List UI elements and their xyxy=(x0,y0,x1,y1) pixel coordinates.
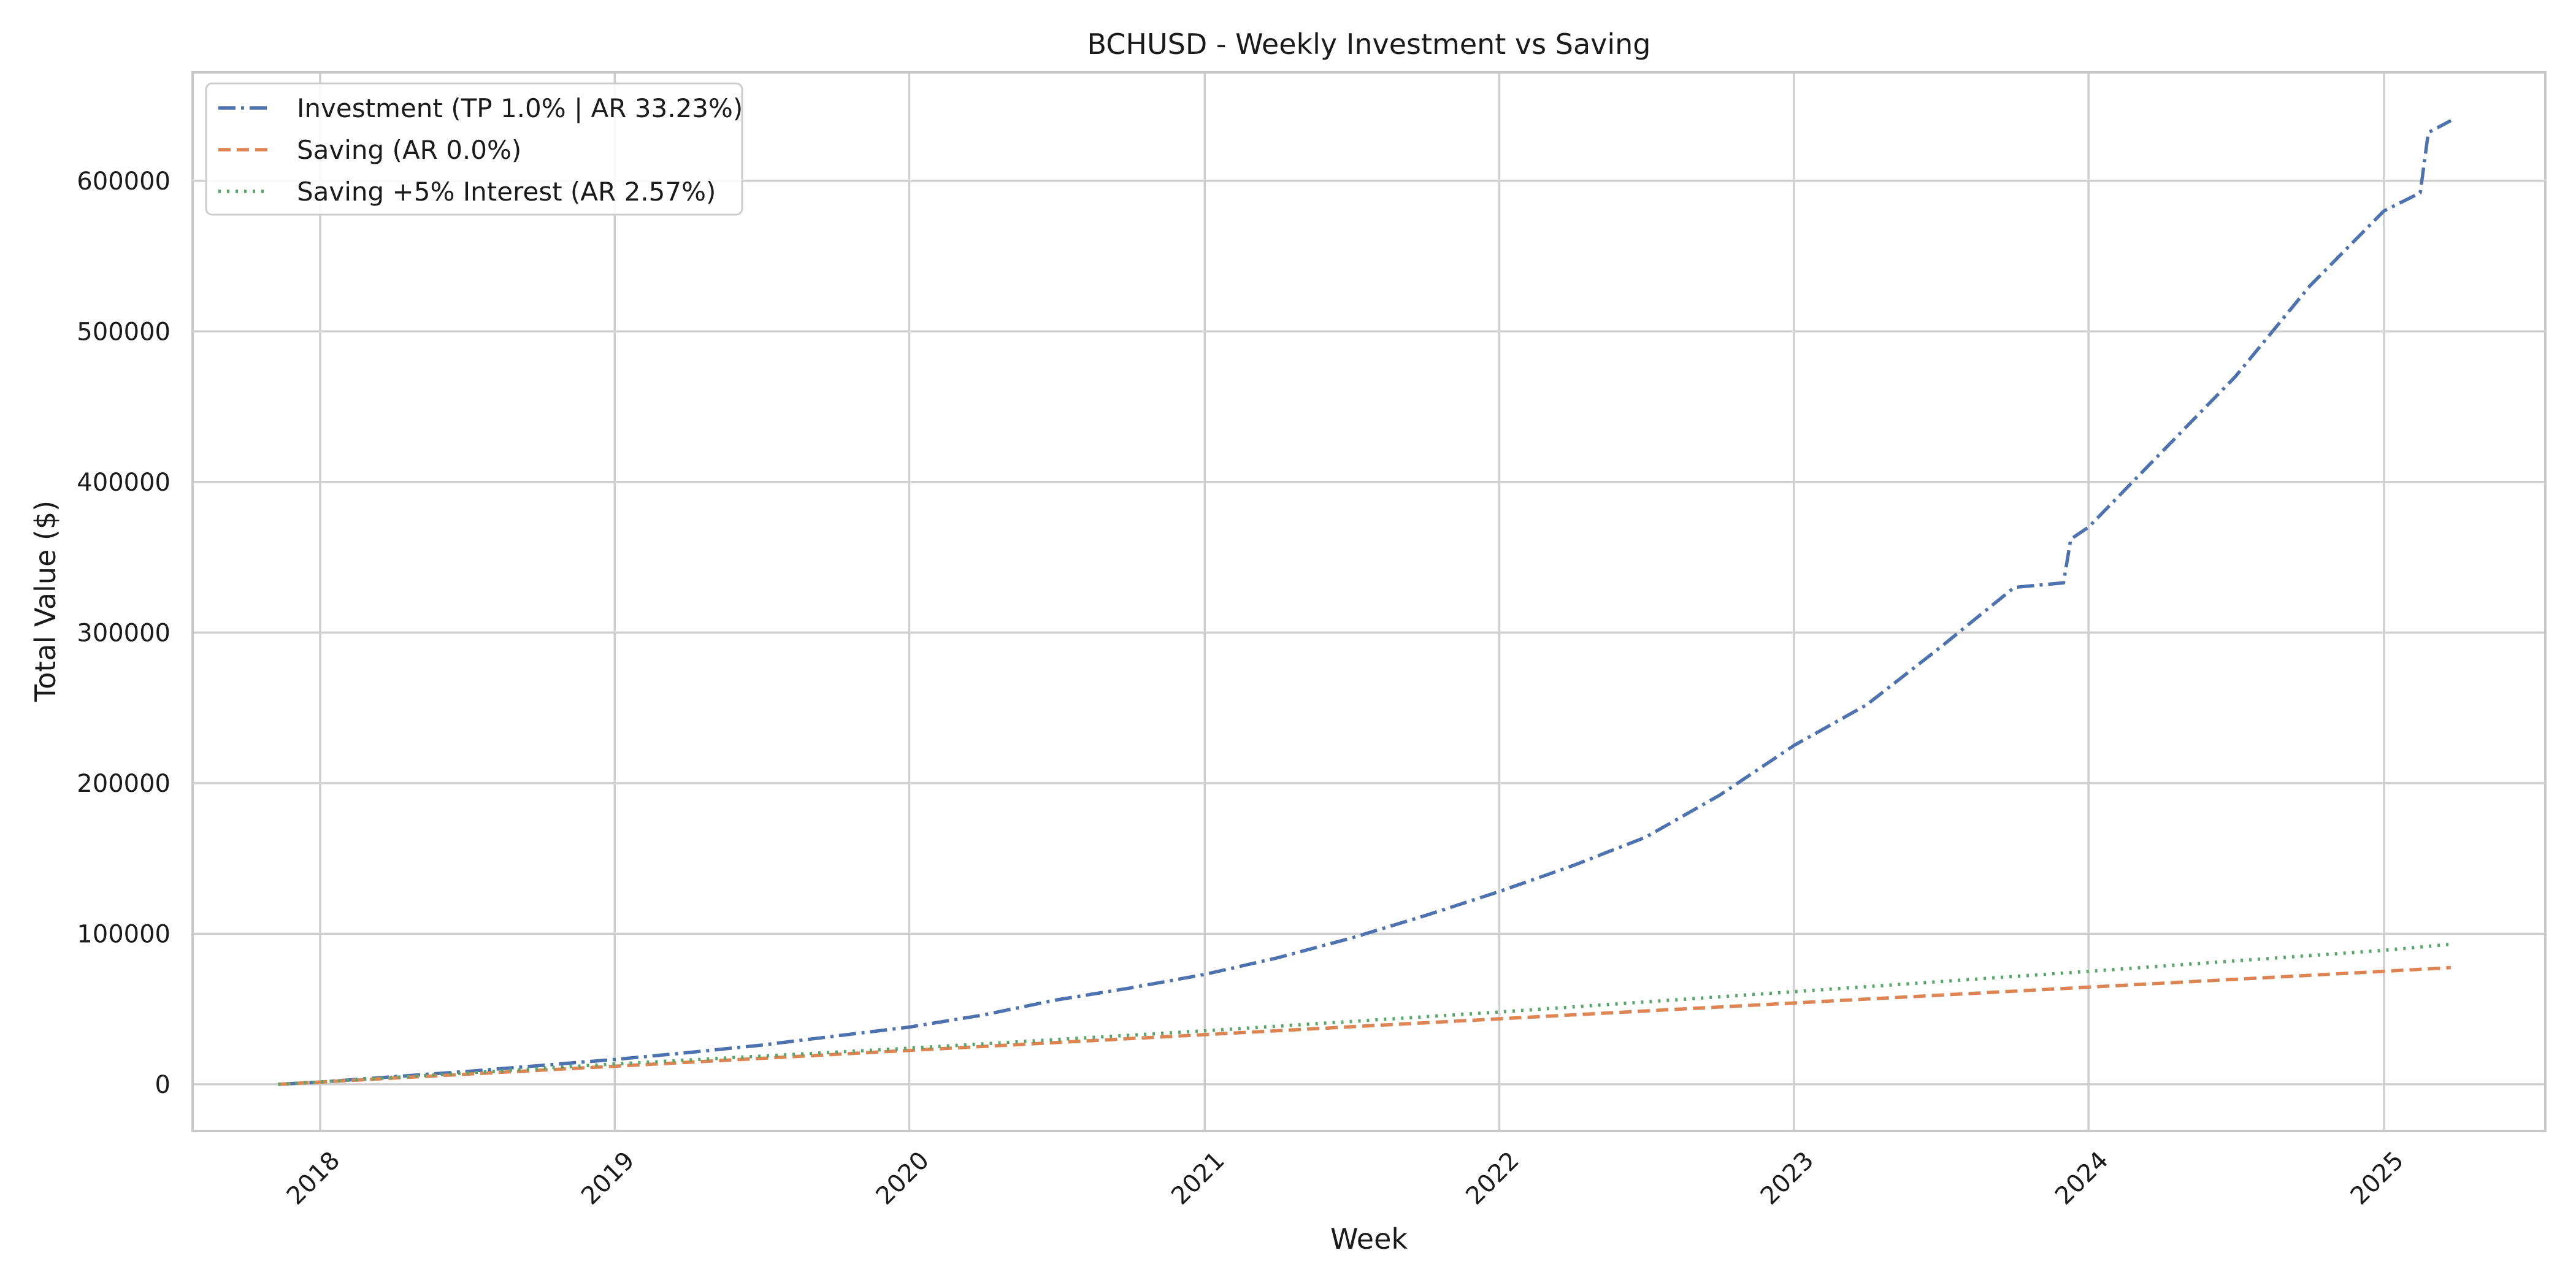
x-tick-label: 2022 xyxy=(1460,1146,1525,1211)
y-tick-label: 500000 xyxy=(77,318,171,346)
series-lines xyxy=(278,119,2452,1086)
x-tick-label: 2025 xyxy=(2345,1146,2410,1211)
x-tick-label: 2018 xyxy=(282,1146,346,1211)
grid xyxy=(193,72,2545,1131)
y-tick-label: 300000 xyxy=(77,619,171,647)
series-line-1 xyxy=(278,119,2452,1086)
legend-box xyxy=(205,82,743,216)
y-tick-labels: 0 100000 200000 300000 400000 500000 600000 xyxy=(77,167,171,1099)
x-tick-label: 2020 xyxy=(870,1146,935,1211)
y-tick-label: 100000 xyxy=(77,920,171,948)
x-tick-label: 2023 xyxy=(1755,1146,1820,1211)
x-tick-label: 2019 xyxy=(576,1146,640,1211)
series-line-3 xyxy=(278,942,2451,1086)
legend-label-3: Saving +5% Interest (AR 2.57%) xyxy=(297,177,716,207)
legend-label-2: Saving (AR 0.0%) xyxy=(297,135,521,165)
y-tick-label: 0 xyxy=(155,1071,171,1099)
x-tick-label: 2021 xyxy=(1166,1146,1230,1211)
legend-entries: Investment (TP 1.0% | AR 33.23%) Saving (… xyxy=(218,93,743,207)
y-tick-label: 200000 xyxy=(77,770,171,798)
x-tick-labels: 2018 2019 2020 2021 2022 2023 2024 2025 xyxy=(282,1146,2409,1211)
y-axis-label: Total Value ($) xyxy=(29,500,62,702)
x-tick-label: 2024 xyxy=(2050,1146,2114,1211)
plot-frame xyxy=(191,71,2547,1132)
y-tick-label: 600000 xyxy=(77,167,171,196)
chart-title: BCHUSD - Weekly Investment vs Saving xyxy=(1087,28,1651,61)
legend: Investment (TP 1.0% | AR 33.23%) Saving (… xyxy=(205,82,743,216)
x-axis-label: Week xyxy=(1330,1222,1408,1255)
legend-label-1: Investment (TP 1.0% | AR 33.23%) xyxy=(297,93,743,123)
series-line-2 xyxy=(278,965,2451,1086)
y-tick-label: 400000 xyxy=(77,469,171,497)
